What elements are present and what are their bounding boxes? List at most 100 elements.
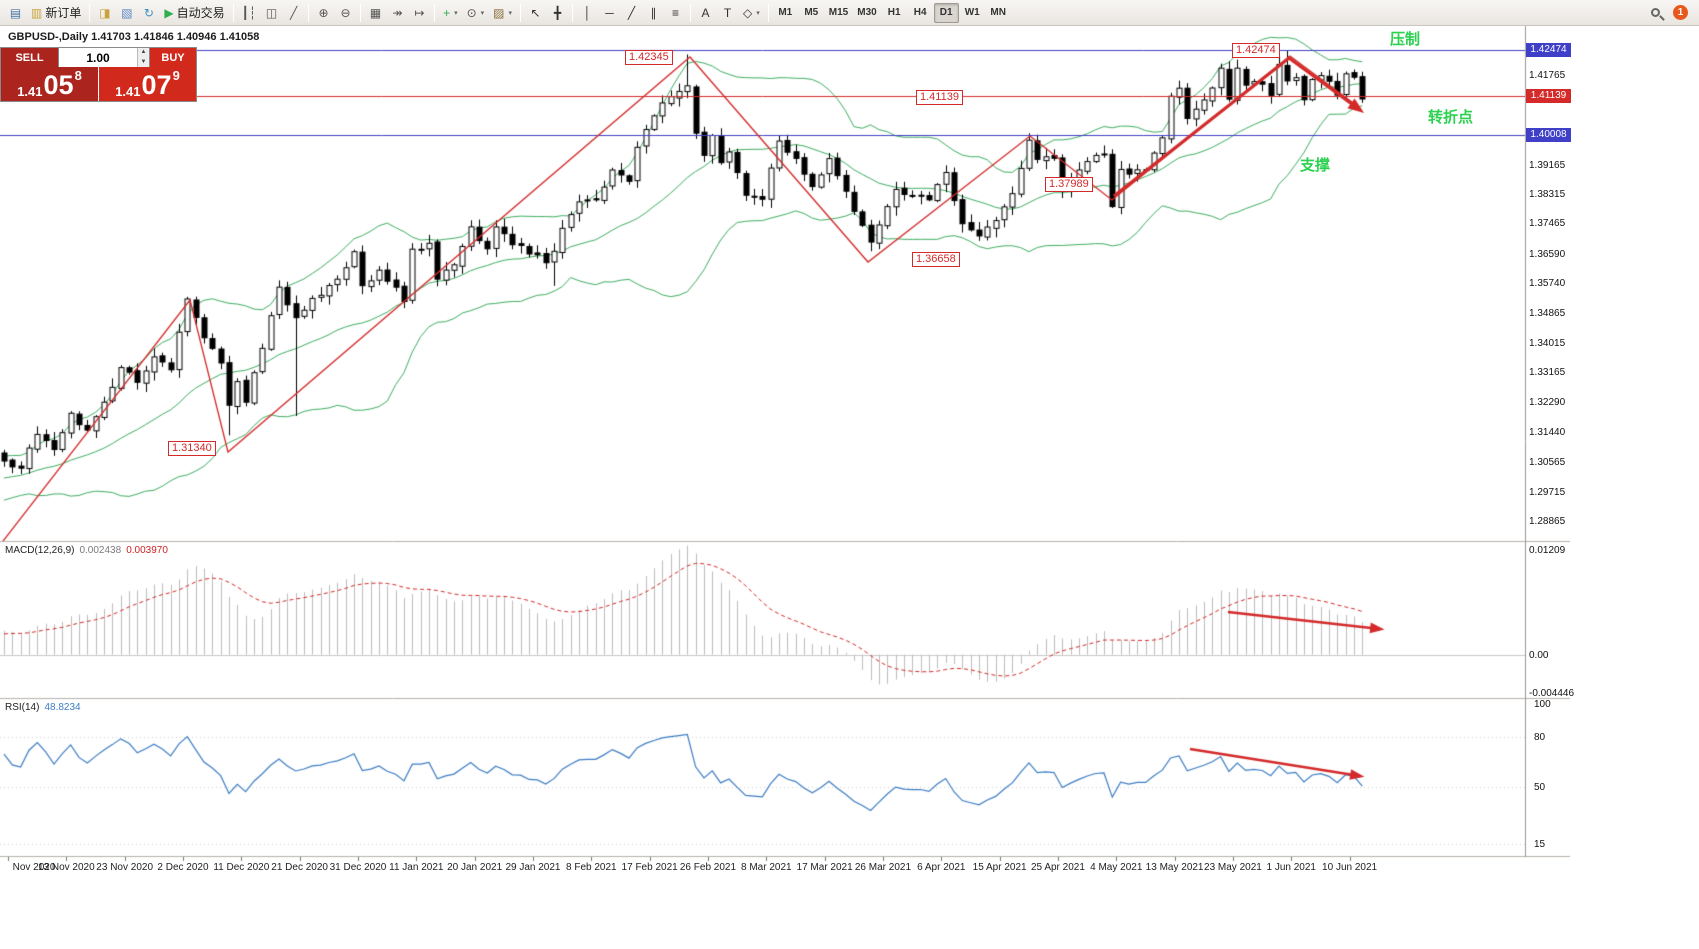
vertical-line-icon: │ xyxy=(583,5,592,20)
line-chart-button[interactable]: ╱ xyxy=(283,3,304,23)
date-axis-label: 6 Apr 2021 xyxy=(917,862,966,873)
date-axis-label: 10 Jun 2021 xyxy=(1322,862,1378,873)
price-callout[interactable]: 1.31340 xyxy=(168,441,216,456)
toolbar-separator xyxy=(308,3,310,22)
candlestick-chart-button[interactable]: ◫ xyxy=(261,3,282,23)
arrows-icon: ◇ xyxy=(743,5,753,20)
templates-button[interactable]: ▨ ▾ xyxy=(489,3,516,23)
tile-windows-button[interactable]: ▦ xyxy=(365,3,386,23)
date-axis-label: 26 Feb 2021 xyxy=(679,862,737,873)
buy-button[interactable]: BUY xyxy=(150,48,196,67)
timeframe-mn-button[interactable]: MN xyxy=(990,7,1006,18)
timeframe-m30-button[interactable]: M30 xyxy=(857,7,877,18)
price-axis-tick: 1.39165 xyxy=(1529,159,1566,171)
date-axis-label: 17 Feb 2021 xyxy=(621,862,678,873)
cursor-button[interactable]: ↖ xyxy=(525,3,546,23)
timeframe-h4-button[interactable]: H4 xyxy=(913,7,927,18)
indicators-button[interactable]: + ▾ xyxy=(439,3,462,23)
rsi-label: RSI(14) 48.8234 xyxy=(5,702,86,713)
arrows-button[interactable]: ◇ ▾ xyxy=(739,3,764,23)
date-axis-label: 29 Jan 2021 xyxy=(505,862,561,873)
chart-shift-icon: ↦ xyxy=(414,5,425,20)
navigator-icon[interactable]: ↻ xyxy=(138,3,159,23)
text-button[interactable]: A xyxy=(695,3,716,23)
new-order-button[interactable]: ▥ 新订单 xyxy=(27,3,85,23)
bar-chart-button[interactable]: ┃┆ xyxy=(238,3,260,23)
timeframe-h1-button[interactable]: H1 xyxy=(887,7,901,18)
chinese-annotation[interactable]: 转折点 xyxy=(1428,109,1474,126)
search-button[interactable] xyxy=(1645,3,1666,23)
panel-separator[interactable] xyxy=(0,539,1570,544)
trade-panel-prices: 1.41 05 8 1.41 07 9 xyxy=(1,67,196,101)
price-callout[interactable]: 1.36658 xyxy=(912,252,960,267)
price-axis[interactable] xyxy=(1525,26,1570,857)
timeframe-m15-button[interactable]: M15 xyxy=(828,7,849,18)
vertical-line-button[interactable]: │ xyxy=(577,3,598,23)
rsi-axis-label: 80 xyxy=(1534,732,1546,743)
search-icon xyxy=(1651,8,1660,17)
one-click-trading-panel: SELL ▲ ▼ BUY 1.41 05 8 1.41 07 9 xyxy=(0,47,197,102)
sell-price-big: 05 xyxy=(43,70,74,101)
timeframe-d1-button[interactable]: D1 xyxy=(933,2,959,23)
macd-axis-label: 0.00 xyxy=(1529,649,1549,661)
volume-up-button[interactable]: ▲ xyxy=(138,48,149,58)
fibonacci-button[interactable]: ≡ xyxy=(665,3,686,23)
date-axis-label: 21 Dec 2020 xyxy=(271,862,328,873)
auto-scroll-icon: ↠ xyxy=(392,5,403,20)
date-axis-label: 17 Mar 2021 xyxy=(796,862,853,873)
macd-axis-label: -0.004446 xyxy=(1529,688,1575,700)
price-axis-tick: 1.41765 xyxy=(1529,69,1566,81)
macd-name: MACD(12,26,9) xyxy=(5,545,75,556)
buy-price[interactable]: 1.41 07 9 xyxy=(99,67,196,101)
zoom-in-button[interactable]: ⊕ xyxy=(313,3,334,23)
price-callout[interactable]: 1.41139 xyxy=(916,90,963,105)
text-icon: A xyxy=(701,5,710,20)
rsi-value: 48.8234 xyxy=(44,702,81,713)
equidistant-channel-button[interactable]: ∥ xyxy=(643,3,664,23)
timeframe-w1-button[interactable]: W1 xyxy=(964,7,980,18)
horizontal-line-button[interactable]: ─ xyxy=(599,3,620,23)
sell-button[interactable]: SELL xyxy=(1,48,58,67)
market-watch-icon[interactable]: ◨ xyxy=(94,3,115,23)
panel-separator[interactable] xyxy=(0,696,1570,701)
autotrading-button-label: 自动交易 xyxy=(176,6,225,20)
date-axis-label: 31 Dec 2020 xyxy=(329,862,387,873)
chart-shift-button[interactable]: ↦ xyxy=(409,3,430,23)
text-label-button[interactable]: T xyxy=(717,3,738,23)
zoom-out-button[interactable]: ⊖ xyxy=(335,3,356,23)
autotrading-button[interactable]: ▶ 自动交易 xyxy=(160,3,228,23)
price-callout[interactable]: 1.37989 xyxy=(1045,177,1093,192)
price-axis-tick: 1.37465 xyxy=(1529,218,1566,230)
periods-button[interactable]: ⊙ ▾ xyxy=(463,3,489,23)
timeframe-m1-button[interactable]: M1 xyxy=(778,7,793,18)
toolbar: ▤ ▥ 新订单 ◨ ▧ ↻ ▶ 自动交易 ┃┆ ◫ ╱ ⊕ ⊖ ▦ ↠ ↦ + ▾ ⊙ ▾ ▨ ▾ ↖ ╋ │ ─ ╱ ∥ ≡ A T ◇ ▾ M… xyxy=(0,0,1699,26)
app-icon[interactable]: ▤ xyxy=(5,3,26,23)
date-axis-label: 23 Nov 2020 xyxy=(96,862,154,873)
volume-input[interactable] xyxy=(59,48,137,67)
price-callout[interactable]: 1.42474 xyxy=(1232,43,1280,58)
templates-icon: ▨ xyxy=(493,5,505,20)
auto-scroll-button[interactable]: ↠ xyxy=(387,3,408,23)
macd-value-main: 0.002438 xyxy=(79,545,122,556)
market-watch-icon-icon: ◨ xyxy=(99,5,111,20)
data-window-icon[interactable]: ▧ xyxy=(116,3,137,23)
chinese-annotation[interactable]: 支撑 xyxy=(1300,157,1331,174)
volume-down-button[interactable]: ▼ xyxy=(138,57,149,67)
price-axis-tick: 1.33165 xyxy=(1529,367,1566,379)
sell-price[interactable]: 1.41 05 8 xyxy=(1,67,99,101)
date-axis-label: 13 Nov 2020 xyxy=(37,862,95,873)
price-axis-tick: 1.35740 xyxy=(1529,278,1566,290)
panel-separator[interactable] xyxy=(0,854,1570,859)
timeframe-m5-button[interactable]: M5 xyxy=(804,7,819,18)
cursor-icon: ↖ xyxy=(530,5,541,20)
price-callout[interactable]: 1.42345 xyxy=(625,50,673,65)
crosshair-button[interactable]: ╋ xyxy=(547,3,568,23)
trade-panel-controls: SELL ▲ ▼ BUY xyxy=(1,48,196,67)
trendline-button[interactable]: ╱ xyxy=(621,3,642,23)
new-order-button-label: 新订单 xyxy=(45,6,82,20)
chinese-annotation[interactable]: 压制 xyxy=(1390,31,1421,48)
notifications-badge[interactable]: 1 xyxy=(1673,5,1688,20)
date-axis-label: 8 Feb 2021 xyxy=(565,862,617,873)
